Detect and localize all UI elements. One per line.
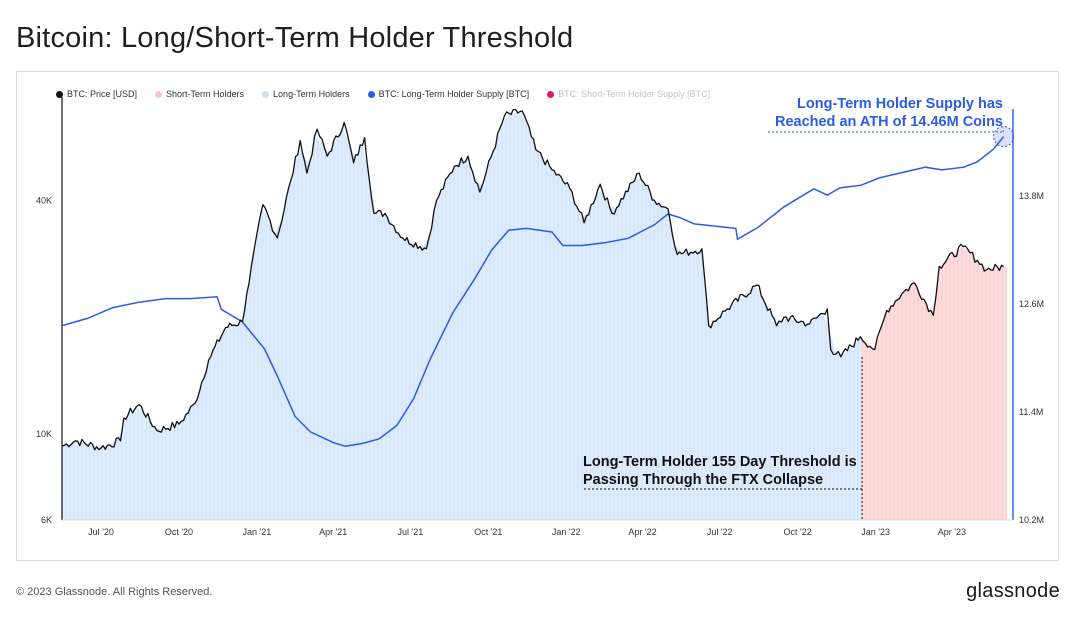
x-tick-label: Oct '21 xyxy=(474,527,502,537)
x-tick-label: Apr '22 xyxy=(628,527,656,537)
x-tick-label: Oct '20 xyxy=(165,527,193,537)
legend-label-sth-supply: BTC: Short-Term Holder Supply [BTC] xyxy=(558,89,711,99)
y-left-tick-label: 10K xyxy=(36,429,52,439)
lth-supply-line xyxy=(61,136,1005,447)
annotation-ftx: Long-Term Holder 155 Day Threshold is Pa… xyxy=(583,453,873,489)
annotation-lth-ath-line2: Reached an ATH of 14.46M Coins xyxy=(774,114,1003,130)
y-right-tick-label: 10.2M xyxy=(1019,515,1044,525)
y-right-tick-label: 13.8M xyxy=(1019,191,1044,201)
lth-ath-leader xyxy=(1002,127,1005,133)
short-term-holders-area xyxy=(862,247,1007,520)
lth-ath-marker xyxy=(993,126,1015,148)
legend-dot-price xyxy=(56,90,63,98)
legend-item-price[interactable]: BTC: Price [USD] xyxy=(56,89,137,99)
legend-label-lth-supply: BTC: Long-Term Holder Supply [BTC] xyxy=(378,89,530,99)
legend-item-short-term-holders[interactable]: Short-Term Holders xyxy=(155,89,244,99)
long-term-holders-area xyxy=(62,110,863,521)
legend-dot-short-term-holders xyxy=(155,90,163,98)
chart-frame xyxy=(16,71,1059,561)
x-tick-label: Jan '21 xyxy=(243,527,272,537)
legend-item-sth-supply[interactable]: BTC: Short-Term Holder Supply [BTC] xyxy=(547,89,710,99)
chart-legend: BTC: Price [USD] Short-Term Holders Long… xyxy=(56,89,710,99)
legend-dot-lth-supply xyxy=(367,90,375,98)
x-tick-label: Apr '21 xyxy=(319,527,347,537)
legend-dot-sth-supply xyxy=(547,90,555,98)
x-tick-label: Jan '22 xyxy=(552,527,581,537)
glassnode-logo: glassnode xyxy=(966,580,1060,602)
x-tick-label: Jan '23 xyxy=(861,527,890,537)
legend-item-long-term-holders[interactable]: Long-Term Holders xyxy=(262,89,350,99)
legend-label-long-term-holders: Long-Term Holders xyxy=(273,89,350,99)
y-left-tick-label: 40K xyxy=(36,195,52,205)
annotation-lth-ath: Long-Term Holder Supply has Reached an A… xyxy=(767,95,1003,131)
x-tick-label: Oct '22 xyxy=(784,527,812,537)
y-left-tick-label: 6K xyxy=(41,515,52,525)
annotation-lth-ath-line1: Long-Term Holder Supply has xyxy=(797,96,1003,112)
legend-label-short-term-holders: Short-Term Holders xyxy=(166,89,245,99)
x-tick-label: Jul '22 xyxy=(707,527,733,537)
legend-item-lth-supply[interactable]: BTC: Long-Term Holder Supply [BTC] xyxy=(367,89,530,99)
x-tick-label: Apr '23 xyxy=(938,527,966,537)
x-tick-label: Jul '20 xyxy=(88,527,114,537)
annotation-ftx-line2: Passing Through the FTX Collapse xyxy=(583,472,824,488)
legend-dot-long-term-holders xyxy=(262,90,270,98)
y-right-tick-label: 12.6M xyxy=(1019,299,1044,309)
price-line xyxy=(61,108,1004,451)
x-tick-label: Jul '21 xyxy=(397,527,423,537)
legend-label-price: BTC: Price [USD] xyxy=(67,89,138,99)
annotation-ftx-line1: Long-Term Holder 155 Day Threshold is xyxy=(583,454,857,470)
page-title: Bitcoin: Long/Short-Term Holder Threshol… xyxy=(16,22,574,54)
shading-hatch xyxy=(63,112,1005,520)
copyright-footer: © 2023 Glassnode. All Rights Reserved. xyxy=(16,586,213,598)
y-right-tick-label: 11.4M xyxy=(1019,407,1043,417)
